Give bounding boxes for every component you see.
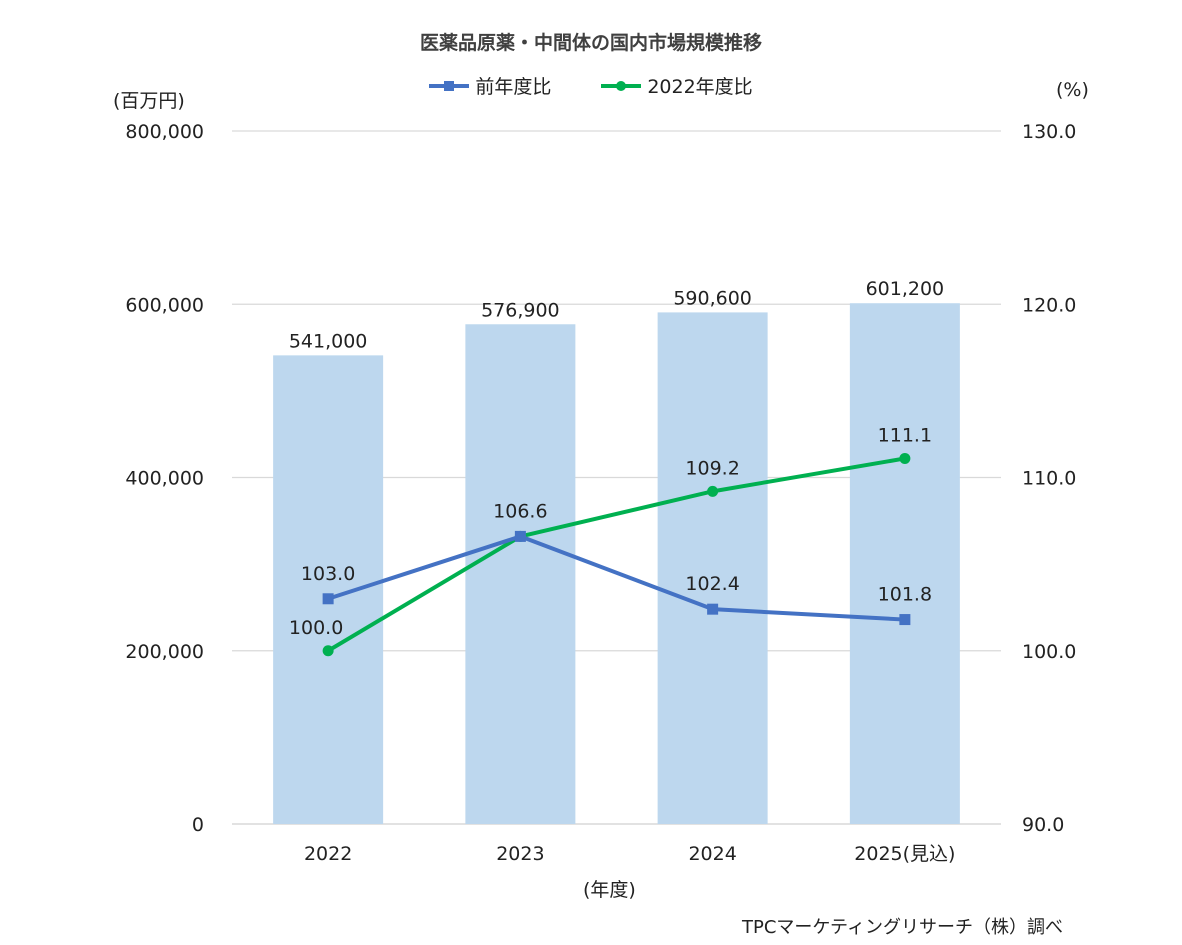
- right-axis-unit: (%): [1056, 79, 1089, 101]
- marker-square: [322, 593, 334, 605]
- bar-value-label: 590,600: [673, 287, 752, 309]
- line-value-label-vs2022: 109.2: [685, 457, 739, 479]
- bar: [657, 312, 768, 824]
- line-value-label-yoy: 101.8: [878, 584, 932, 606]
- legend-item-yoy: 前年度比: [429, 72, 551, 99]
- legend-label-vs2022: 2022年度比: [647, 76, 753, 98]
- x-tick-label: 2022: [304, 843, 352, 865]
- right-tick-label: 130.0: [1022, 121, 1076, 143]
- marker-square: [899, 614, 911, 626]
- x-tick-label: 2025(見込): [854, 843, 955, 865]
- legend-swatch-yoy: [429, 80, 470, 91]
- legend-label-yoy: 前年度比: [475, 76, 552, 98]
- legend: 前年度比 2022年度比: [0, 72, 1182, 99]
- x-axis-label: (年度): [583, 879, 636, 901]
- left-axis-unit: (百万円): [113, 90, 185, 112]
- marker-square: [707, 603, 719, 615]
- line-value-label-yoy: 102.4: [685, 573, 739, 595]
- bar-value-label: 541,000: [289, 330, 368, 352]
- line-value-label-yoy: 103.0: [301, 563, 355, 585]
- bar: [273, 355, 384, 824]
- line-value-label-yoy: 106.6: [493, 500, 547, 522]
- right-tick-label: 90.0: [1022, 814, 1064, 836]
- bar: [465, 324, 576, 824]
- legend-swatch-vs2022: [601, 80, 642, 91]
- x-tick-label: 2023: [496, 843, 544, 865]
- left-tick-label: 200,000: [125, 641, 204, 663]
- left-tick-label: 600,000: [125, 294, 204, 316]
- bar-value-label: 576,900: [481, 299, 560, 321]
- left-tick-label: 800,000: [125, 121, 204, 143]
- line-series-vs2022: [327, 456, 906, 653]
- line-value-label-vs2022: 111.1: [878, 424, 932, 446]
- right-tick-label: 100.0: [1022, 641, 1076, 663]
- right-tick-label: 110.0: [1022, 468, 1076, 490]
- bar: [849, 303, 960, 824]
- marker-circle: [707, 485, 719, 497]
- legend-item-vs2022: 2022年度比: [601, 72, 753, 99]
- marker-circle: [899, 452, 911, 464]
- line-value-label-vs2022: 100.0: [289, 617, 343, 639]
- left-tick-label: 0: [192, 814, 204, 836]
- line-series-yoy: [327, 534, 905, 622]
- marker-square: [514, 530, 526, 542]
- left-tick-label: 400,000: [125, 468, 204, 490]
- right-tick-label: 120.0: [1022, 294, 1076, 316]
- x-tick-label: 2024: [688, 843, 736, 865]
- source-note: TPCマーケティングリサーチ（株）調べ: [742, 917, 1063, 938]
- bar-value-label: 601,200: [866, 278, 945, 300]
- marker-circle: [322, 645, 334, 657]
- chart-title: 医薬品原薬・中間体の国内市場規模推移: [419, 32, 762, 54]
